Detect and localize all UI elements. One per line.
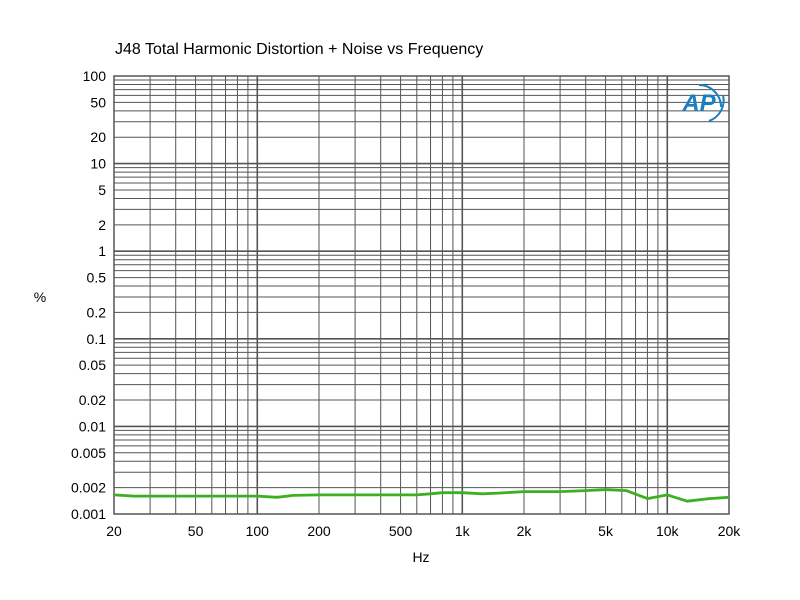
series-layer: [113, 488, 730, 503]
x-tick-labels: 20 50 100 200 500 1k 2k 5k 10k 20k: [106, 523, 741, 539]
y-tick-label: 0.2: [87, 304, 107, 320]
y-tick-label: 0.02: [79, 392, 106, 408]
plot-frame: [113, 75, 730, 515]
y-tick-labels: 100 50 20 10 5 2 1 0.5 0.2 0.1 0.05 0.02 0.01 0.005 0.…: [71, 68, 106, 522]
x-tick-label: 1k: [455, 523, 471, 539]
x-tick-label: 20: [106, 523, 122, 539]
y-tick-label: 10: [90, 156, 106, 172]
thd-series-line: [113, 488, 730, 503]
x-tick-label: 50: [188, 523, 204, 539]
minor-gridlines: [114, 76, 729, 514]
chart-title: J48 Total Harmonic Distortion + Noise vs…: [115, 41, 484, 58]
x-tick-label: 500: [389, 523, 413, 539]
y-tick-label: 0.001: [71, 506, 106, 522]
y-tick-label: 50: [90, 94, 106, 110]
y-tick-label: 100: [83, 68, 107, 84]
x-tick-label: 5k: [598, 523, 614, 539]
x-tick-label: 10k: [656, 523, 680, 539]
y-axis-label: %: [34, 289, 46, 305]
y-tick-label: 0.5: [87, 270, 107, 286]
major-gridlines: [114, 76, 729, 514]
y-tick-label: 0.05: [79, 357, 106, 373]
y-tick-label: 0.01: [79, 418, 106, 434]
x-tick-label: 20k: [718, 523, 742, 539]
y-tick-label: 0.005: [71, 445, 106, 461]
y-tick-label: 0.1: [87, 331, 107, 347]
x-axis-label: Hz: [412, 549, 429, 565]
y-tick-label: 5: [98, 182, 106, 198]
ap-logo-text: AP: [681, 90, 716, 117]
y-tick-label: 20: [90, 129, 106, 145]
y-tick-label: 0.002: [71, 480, 106, 496]
x-tick-label: 2k: [517, 523, 533, 539]
x-tick-label: 200: [307, 523, 331, 539]
y-tick-label: 2: [98, 217, 106, 233]
ap-logo-icon: AP: [681, 84, 725, 122]
y-tick-label: 1: [98, 243, 106, 259]
x-tick-label: 100: [246, 523, 270, 539]
